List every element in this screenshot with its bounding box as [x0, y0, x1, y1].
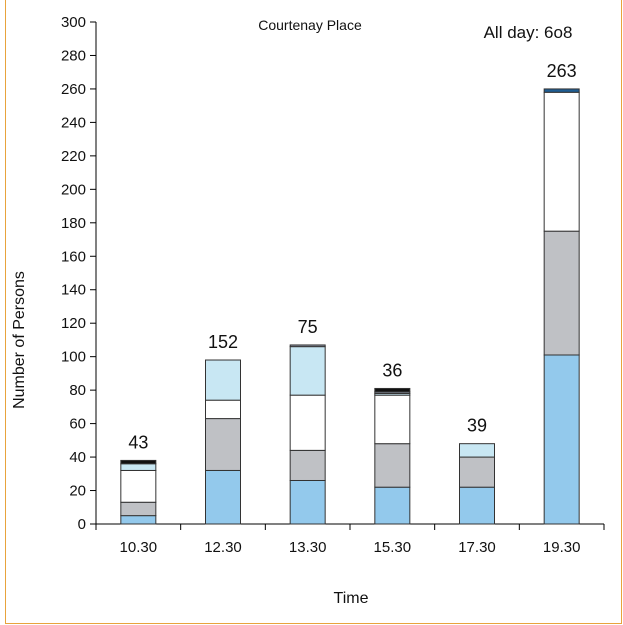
bar-segment [543, 230, 580, 356]
bar-segment [374, 394, 411, 445]
bar-total-label: 43 [128, 432, 148, 452]
bar-segment [374, 443, 411, 488]
y-tick-label: 300 [61, 14, 86, 31]
bar-segment [120, 501, 157, 517]
x-axis-label: Time [334, 590, 369, 607]
y-tick-label: 0 [78, 516, 86, 533]
bar-segment [289, 479, 326, 525]
x-tick-label: 15.30 [374, 539, 412, 556]
bar-total-label: 36 [382, 360, 402, 380]
bars [120, 88, 580, 525]
y-tick-label: 60 [69, 416, 86, 433]
y-tick-label: 220 [61, 148, 86, 165]
y-tick-label: 280 [61, 47, 86, 64]
y-tick-label: 40 [69, 449, 86, 466]
bar-segment [374, 387, 411, 393]
bar-segment [374, 486, 411, 525]
x-axis: 10.30 12.30 13.30 15.30 17.30 19.30 [95, 523, 605, 556]
x-tick-label: 19.30 [543, 539, 581, 556]
y-tick-label: 20 [69, 483, 86, 500]
bar-segment [120, 459, 157, 465]
x-tick-label: 12.30 [204, 539, 242, 556]
y-tick-label: 180 [61, 215, 86, 232]
chart-title: Courtenay Place [258, 17, 362, 33]
y-tick-label: 260 [61, 81, 86, 98]
y-tick-label: 100 [61, 349, 86, 366]
bar-segment [205, 399, 241, 420]
x-tick-label: 17.30 [458, 539, 496, 556]
y-tick-label: 140 [61, 282, 86, 299]
all-day-annotation: All day: 6o8 [484, 23, 573, 42]
bar-segment [543, 91, 580, 232]
bar-total-label: 75 [298, 317, 318, 337]
bar-segment [205, 418, 241, 471]
bar-segment [289, 449, 326, 481]
bar-segment [205, 469, 241, 525]
bar-segment [289, 394, 326, 451]
x-tick-label: 10.30 [120, 539, 158, 556]
y-axis-label: Number of Persons [11, 271, 28, 409]
bar-segment [543, 354, 580, 525]
bar-segment [120, 469, 157, 503]
bar-segment [205, 359, 241, 401]
x-tick-label: 13.30 [289, 539, 327, 556]
bar-segment [459, 486, 495, 525]
y-tick-label: 120 [61, 315, 86, 332]
y-tick-label: 80 [69, 382, 86, 399]
bar-total-label: 39 [467, 416, 487, 436]
bar-segment [289, 346, 326, 396]
chart-frame [5, 0, 622, 624]
bar-segment [459, 456, 495, 488]
bar-segment [120, 463, 157, 471]
bar-segment [543, 88, 580, 93]
bar-segment [459, 443, 495, 458]
bar-total-label: 263 [547, 61, 577, 81]
y-tick-label: 160 [61, 248, 86, 265]
bar-segment [120, 515, 157, 525]
bar-total-labels: 43 152 75 36 39 263 [128, 61, 576, 452]
bar-total-label: 152 [208, 332, 238, 352]
y-tick-label: 200 [61, 181, 86, 198]
bar-segment [289, 344, 326, 348]
y-axis: 0 20 40 60 80 100 120 140 160 180 200 220 240 260 280 3… [61, 14, 97, 533]
y-tick-label: 240 [61, 114, 86, 131]
